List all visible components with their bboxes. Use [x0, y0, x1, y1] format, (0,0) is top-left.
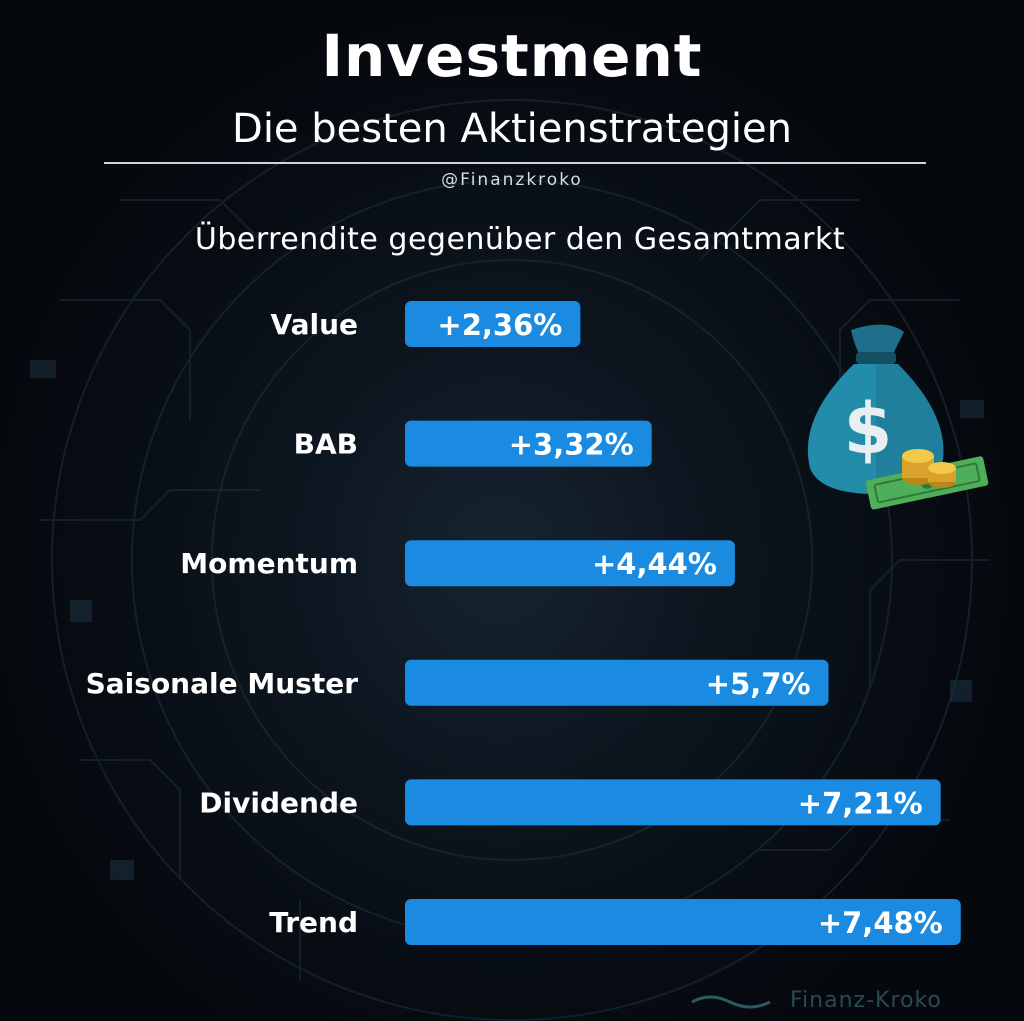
value-label: +3,32%	[509, 428, 634, 462]
bar-momentum	[405, 540, 735, 587]
value-label: +5,7%	[706, 667, 811, 701]
category-label: Dividende	[199, 786, 358, 819]
category-label: Trend	[269, 906, 358, 939]
bar-bab	[405, 420, 652, 467]
money-bag-icon: $	[807, 324, 989, 510]
value-label: +7,48%	[818, 906, 943, 940]
category-label: BAB	[294, 428, 358, 461]
page-subtitle: Die besten Aktienstrategien	[232, 106, 792, 152]
category-label: Saisonale Muster	[86, 667, 359, 700]
bar-trend	[405, 899, 961, 945]
watermark-logo-icon	[691, 995, 771, 1009]
bar-dividende	[405, 779, 941, 826]
bar-value	[405, 301, 581, 347]
bar-saisonale-muster	[405, 659, 829, 706]
value-label: +2,36%	[437, 308, 562, 342]
divider	[104, 162, 926, 164]
watermark: Finanz-Kroko	[790, 988, 1024, 1013]
value-label: +4,44%	[592, 547, 717, 581]
chart-title: Überrendite gegenüber den Gesamtmarkt	[194, 222, 846, 257]
author-handle: @Finanzkroko	[441, 170, 583, 190]
value-label: +7,21%	[798, 786, 923, 820]
page-title: Investment	[321, 22, 703, 90]
category-label: Momentum	[180, 547, 358, 580]
watermark-text: Finanz-Kroko	[790, 988, 942, 1013]
category-label: Value	[270, 308, 358, 341]
svg-text:$: $	[844, 388, 893, 470]
